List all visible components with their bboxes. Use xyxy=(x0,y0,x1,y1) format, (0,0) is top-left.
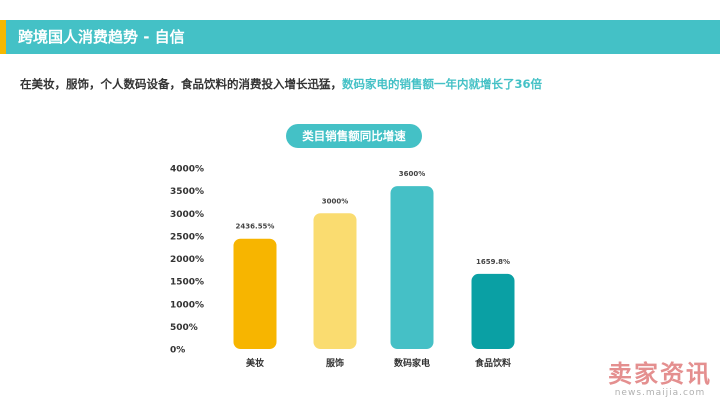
y-tick-label: 4000% xyxy=(170,165,204,175)
y-tick-label: 500% xyxy=(170,323,198,333)
bar xyxy=(471,273,515,349)
title-accent xyxy=(0,20,6,54)
x-tick-label: 食品饮料 xyxy=(474,357,511,369)
y-tick-label: 2000% xyxy=(170,255,204,265)
y-tick-label: 1500% xyxy=(170,278,204,288)
data-label: 3600% xyxy=(399,170,426,178)
subtitle: 在美妆，服饰，个人数码设备，食品饮料的消费投入增长迅猛，数码家电的销售额一年内就… xyxy=(20,76,542,92)
x-tick-label: 美妆 xyxy=(246,357,264,369)
data-label: 1659.8% xyxy=(476,258,510,266)
watermark-logo: 卖家资讯 xyxy=(608,359,712,388)
title-bar: 跨境国人消费趋势 - 自信 xyxy=(0,20,720,54)
watermark: 卖家资讯 news.maijia.com xyxy=(608,361,712,399)
bar xyxy=(233,238,277,349)
chart-title: 类目销售额同比增速 xyxy=(286,124,422,148)
data-label: 3000% xyxy=(322,197,349,205)
y-tick-label: 3500% xyxy=(170,187,204,197)
bar xyxy=(390,186,434,349)
page-title: 跨境国人消费趋势 - 自信 xyxy=(18,28,185,46)
x-tick-label: 数码家电 xyxy=(394,357,430,369)
y-tick-label: 1000% xyxy=(170,300,204,310)
y-tick-label: 3000% xyxy=(170,210,204,220)
subtitle-text: 在美妆，服饰，个人数码设备，食品饮料的消费投入增长迅猛， xyxy=(20,77,342,91)
watermark-url: news.maijia.com xyxy=(614,388,706,398)
subtitle-highlight: 数码家电的销售额一年内就增长了36倍 xyxy=(342,77,543,91)
data-label: 2436.55% xyxy=(236,223,275,231)
y-tick-label: 0% xyxy=(170,346,185,356)
bar xyxy=(313,213,357,349)
y-tick-label: 2500% xyxy=(170,232,204,242)
x-tick-label: 服饰 xyxy=(326,357,344,369)
